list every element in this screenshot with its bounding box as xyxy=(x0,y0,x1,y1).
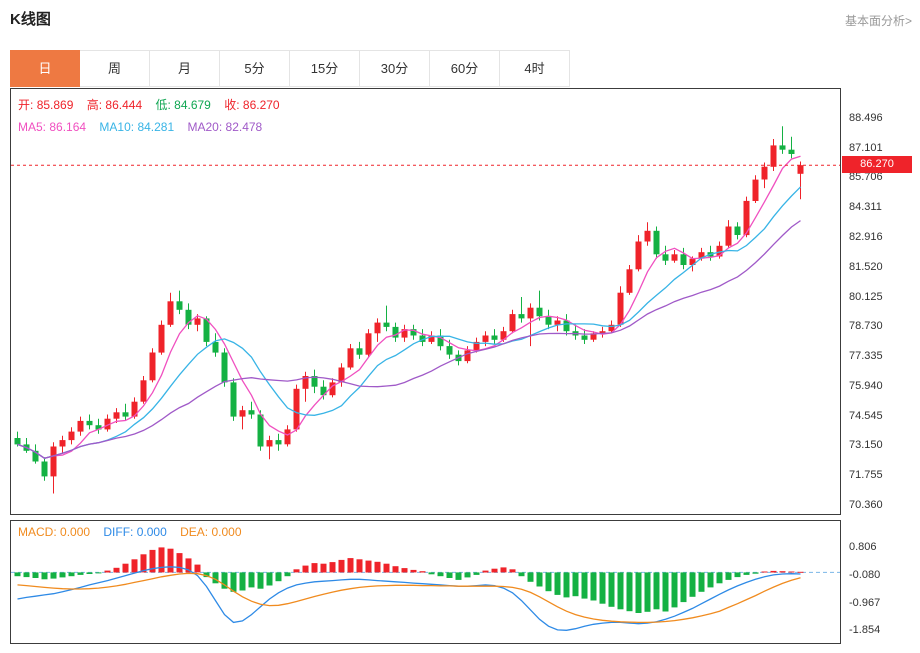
ma5-value: MA5: 86.164 xyxy=(18,120,87,134)
macd-axis-label: -0.967 xyxy=(849,596,881,609)
candlestick-svg xyxy=(11,126,840,494)
price-axis-label: 77.335 xyxy=(849,350,883,363)
price-axis-label: 85.706 xyxy=(849,171,883,184)
price-axis-label: 82.916 xyxy=(849,230,883,243)
current-price-tag: 86.270 xyxy=(842,156,912,174)
macd-svg xyxy=(11,547,840,631)
close-value: 收: 86.270 xyxy=(224,98,280,112)
tab-4hour[interactable]: 4时 xyxy=(500,50,570,87)
candlestick-chart[interactable] xyxy=(10,88,841,515)
ma-info-row: MA5: 86.164 MA10: 84.281 MA20: 82.478 xyxy=(18,120,272,134)
tab-5min[interactable]: 5分 xyxy=(220,50,290,87)
macd-axis-label: -0.080 xyxy=(849,568,881,581)
tab-month[interactable]: 月 xyxy=(150,50,220,87)
price-axis-label: 71.755 xyxy=(849,469,883,482)
ma20-value: MA20: 82.478 xyxy=(187,120,263,134)
price-axis-label: 74.545 xyxy=(849,409,883,422)
ohlc-info-row: 开: 85.869 高: 86.444 低: 84.679 收: 86.270 xyxy=(18,96,290,113)
page-title: K线图 xyxy=(10,11,51,28)
price-axis-label: 80.125 xyxy=(849,290,883,303)
tab-week[interactable]: 周 xyxy=(80,50,150,87)
tab-60min[interactable]: 60分 xyxy=(430,50,500,87)
price-axis-label: 84.311 xyxy=(849,201,882,214)
tab-30min[interactable]: 30分 xyxy=(360,50,430,87)
tab-day[interactable]: 日 xyxy=(10,50,80,87)
macd-info-row: MACD: 0.000 DIFF: 0.000 DEA: 0.000 xyxy=(18,525,252,539)
open-value: 开: 85.869 xyxy=(18,98,74,112)
price-axis-label: 78.730 xyxy=(849,320,883,333)
macd-value: MACD: 0.000 xyxy=(18,525,91,539)
price-axis-label: 75.940 xyxy=(849,379,883,392)
price-axis-label: 88.496 xyxy=(849,111,883,124)
price-axis-label: 87.101 xyxy=(849,141,883,154)
macd-chart[interactable] xyxy=(10,520,841,644)
main-axis: 88.496 87.101 85.706 84.311 82.916 81.520 80.1… xyxy=(844,89,918,514)
price-axis-label: 70.360 xyxy=(849,499,883,511)
diff-value: DIFF: 0.000 xyxy=(103,525,167,539)
ma10-value: MA10: 84.281 xyxy=(99,120,175,134)
price-axis-label: 73.150 xyxy=(849,439,883,452)
macd-axis: 0.806 -0.080 -0.967 -1.854 xyxy=(844,521,918,643)
dea-value: DEA: 0.000 xyxy=(180,525,242,539)
macd-axis-label: -1.854 xyxy=(849,624,881,637)
timeframe-tabs: 日 周 月 5分 15分 30分 60分 4时 xyxy=(10,50,570,87)
price-axis-label: 81.520 xyxy=(849,260,883,273)
macd-axis-label: 0.806 xyxy=(849,541,877,554)
low-value: 低: 84.679 xyxy=(155,98,211,112)
tab-15min[interactable]: 15分 xyxy=(290,50,360,87)
fundamental-analysis-link[interactable]: 基本面分析> xyxy=(844,14,912,28)
high-value: 高: 86.444 xyxy=(86,98,143,112)
